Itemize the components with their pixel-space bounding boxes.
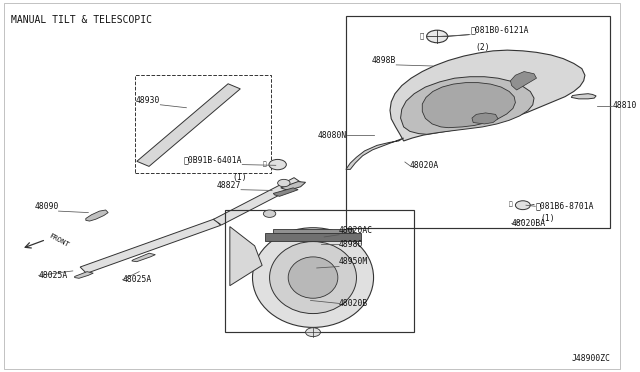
Text: (1): (1) — [540, 214, 555, 224]
Text: Ⓝ: Ⓝ — [262, 162, 266, 167]
Text: MANUAL TILT & TELESCOPIC: MANUAL TILT & TELESCOPIC — [11, 15, 152, 25]
Polygon shape — [213, 178, 302, 225]
Text: 48080N: 48080N — [317, 131, 346, 140]
Text: Ⓑ: Ⓑ — [509, 202, 513, 207]
Ellipse shape — [269, 241, 356, 314]
Text: 48950M: 48950M — [339, 257, 369, 266]
Polygon shape — [472, 113, 498, 124]
Circle shape — [305, 328, 321, 337]
Text: FRONT: FRONT — [48, 232, 70, 248]
Text: 48930: 48930 — [136, 96, 160, 105]
Polygon shape — [281, 182, 305, 190]
Circle shape — [269, 160, 286, 170]
Text: 4898B: 4898B — [372, 56, 396, 65]
Text: J48900ZC: J48900ZC — [572, 354, 611, 363]
Circle shape — [278, 179, 290, 187]
Circle shape — [515, 201, 531, 210]
Text: (2): (2) — [475, 43, 490, 52]
Ellipse shape — [288, 257, 338, 298]
Text: 48020B: 48020B — [339, 299, 369, 308]
Text: 48020A: 48020A — [410, 161, 439, 170]
Polygon shape — [137, 84, 240, 166]
Text: 48020BA: 48020BA — [511, 219, 546, 228]
Text: 48025A: 48025A — [38, 271, 68, 280]
Text: 48810: 48810 — [612, 101, 637, 110]
Polygon shape — [346, 138, 404, 169]
Polygon shape — [401, 77, 534, 134]
Text: 48980: 48980 — [339, 240, 364, 249]
Polygon shape — [511, 71, 536, 90]
Polygon shape — [572, 94, 596, 99]
Text: (1): (1) — [232, 173, 247, 182]
Polygon shape — [264, 233, 362, 241]
Ellipse shape — [253, 228, 374, 327]
Text: Ⓑ081B0-6121A: Ⓑ081B0-6121A — [470, 26, 529, 35]
Text: Ⓑ: Ⓑ — [419, 32, 424, 39]
Polygon shape — [230, 227, 262, 286]
Circle shape — [263, 210, 276, 217]
Polygon shape — [132, 253, 156, 262]
Polygon shape — [75, 272, 93, 278]
Text: 48025A: 48025A — [122, 275, 152, 284]
Text: Ⓝ0B91B-6401A: Ⓝ0B91B-6401A — [184, 155, 243, 164]
Text: Ⓑ081B6-8701A: Ⓑ081B6-8701A — [535, 202, 594, 211]
Text: 48827: 48827 — [216, 181, 241, 190]
Polygon shape — [80, 219, 221, 273]
Polygon shape — [273, 188, 298, 196]
Polygon shape — [390, 50, 585, 141]
Circle shape — [427, 30, 448, 43]
Polygon shape — [422, 83, 515, 128]
Polygon shape — [86, 210, 108, 221]
Text: 48020AC: 48020AC — [339, 226, 373, 235]
Polygon shape — [273, 229, 353, 233]
Text: 48090: 48090 — [34, 202, 58, 211]
